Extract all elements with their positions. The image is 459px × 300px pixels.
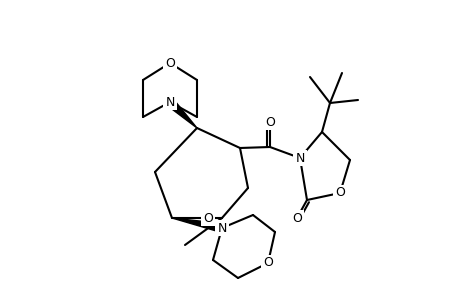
Polygon shape xyxy=(172,218,223,232)
Text: O: O xyxy=(263,256,272,269)
Text: O: O xyxy=(264,116,274,128)
Text: O: O xyxy=(202,212,213,224)
Text: N: N xyxy=(217,221,226,235)
Text: N: N xyxy=(165,95,174,109)
Text: O: O xyxy=(334,187,344,200)
Text: N: N xyxy=(295,152,304,164)
Text: O: O xyxy=(165,56,174,70)
Text: O: O xyxy=(291,212,301,224)
Polygon shape xyxy=(167,99,196,128)
